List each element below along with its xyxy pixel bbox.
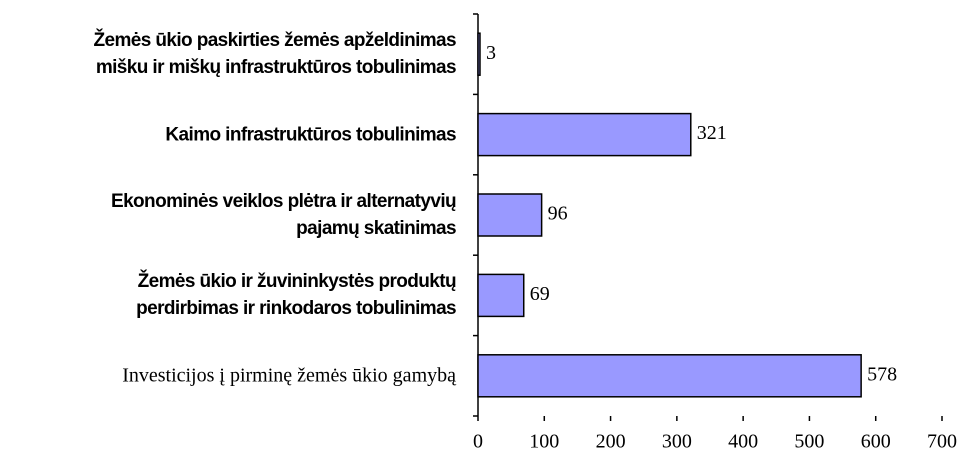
value-label: 69	[530, 283, 550, 305]
x-tick-label: 400	[728, 431, 758, 453]
value-label: 321	[697, 122, 727, 144]
value-label: 3	[486, 42, 496, 64]
bar	[477, 354, 862, 398]
x-tick-label: 500	[794, 431, 824, 453]
x-tick-label: 200	[596, 431, 626, 453]
bar	[477, 32, 481, 76]
bar	[477, 273, 525, 318]
category-label: Žemės ūkio ir žuvininkystės produktų per…	[136, 271, 456, 320]
x-tick-label: 600	[861, 431, 891, 453]
category-label: Investicijos į pirminę žemės ūkio gamybą	[122, 364, 456, 387]
value-label: 578	[867, 363, 897, 385]
category-label: Žemės ūkio paskirties žemės apželdinimas…	[93, 30, 456, 79]
x-tick-label: 300	[662, 431, 692, 453]
value-label: 96	[548, 203, 568, 225]
x-tick-label: 0	[473, 431, 483, 453]
category-label: Ekonominės veiklos plėtra ir alternatyvi…	[111, 191, 457, 239]
x-tick-label: 100	[529, 431, 559, 453]
bar	[477, 112, 692, 157]
x-tick-label: 700	[927, 431, 957, 453]
bar	[477, 193, 543, 237]
category-label: Kaimo infrastruktūros tobulinimas	[165, 124, 456, 146]
